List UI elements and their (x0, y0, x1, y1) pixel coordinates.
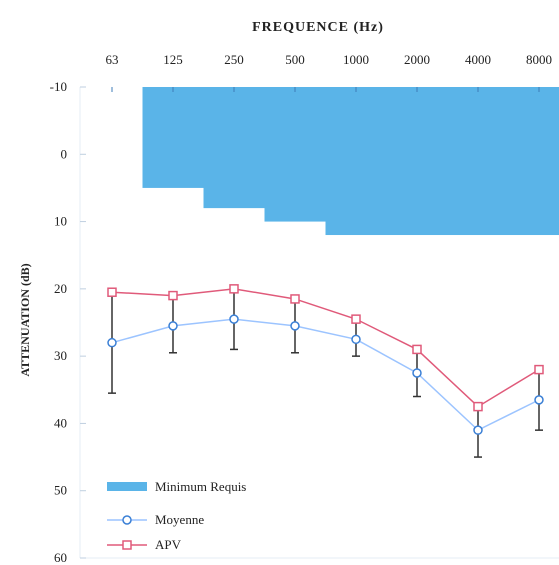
y-tick-label: 10 (54, 214, 67, 229)
y-tick-label: 0 (61, 146, 68, 161)
minimum-requis-bar (386, 87, 448, 236)
x-tick-label: 250 (224, 52, 244, 67)
x-tick-label: 4000 (465, 52, 491, 67)
y-tick-label: 30 (54, 348, 67, 363)
moyenne-point (412, 368, 422, 378)
minimum-requis-bar (508, 87, 559, 236)
x-tick-label: 2000 (404, 52, 430, 67)
x-tick-label: 125 (163, 52, 183, 67)
apv-point (229, 284, 239, 294)
moyenne-point (107, 337, 117, 348)
apv-point (473, 401, 483, 412)
x-tick-label: 63 (106, 52, 119, 67)
y-tick-label: 20 (54, 281, 67, 296)
y-tick-label: 60 (54, 550, 67, 565)
legend: Minimum Requis Moyenne APV (107, 479, 246, 552)
moyenne-line (111, 318, 540, 432)
apv-point (412, 344, 422, 355)
y-axis-label: ATTENUATION (dB) (18, 263, 32, 376)
apv-point (290, 294, 300, 304)
moyenne-point (351, 334, 361, 345)
x-tick-label: 500 (285, 52, 305, 67)
minimum-requis-bar (447, 87, 509, 236)
x-tick-label: 1000 (343, 52, 369, 67)
moyenne-point (168, 321, 178, 331)
apv-point (107, 287, 117, 297)
plot-area (79, 86, 559, 559)
moyenne-point (229, 314, 239, 324)
legend-marker-moyenne (122, 515, 132, 525)
chart-title: FREQUENCE (Hz) (252, 20, 384, 35)
legend-label-moyenne: Moyenne (155, 512, 204, 527)
y-tick-label: 40 (54, 415, 67, 430)
apv-line (111, 288, 540, 408)
minimum-requis-bar (325, 87, 387, 236)
y-tick-label: -10 (50, 79, 67, 94)
y-tick-labels: -10 0 10 20 30 40 50 60 (50, 79, 67, 565)
legend-label-minimum-requis: Minimum Requis (155, 479, 246, 494)
moyenne-point (473, 425, 483, 435)
minimum-requis-bar (142, 87, 204, 188)
minimum-requis-bar (264, 87, 326, 222)
moyenne-point (534, 395, 544, 405)
legend-marker-apv (122, 540, 132, 550)
moyenne-point (290, 321, 300, 331)
x-tick-label: 8000 (526, 52, 552, 67)
legend-label-apv: APV (155, 537, 182, 552)
minimum-requis-bar (203, 87, 265, 209)
apv-point (351, 314, 361, 324)
legend-swatch-minimum-requis (107, 482, 147, 491)
y-tick-label: 50 (54, 483, 67, 498)
x-tick-labels: 63 125 250 500 1000 2000 4000 8000 (106, 52, 553, 67)
apv-point (534, 364, 544, 375)
apv-point (168, 290, 178, 301)
